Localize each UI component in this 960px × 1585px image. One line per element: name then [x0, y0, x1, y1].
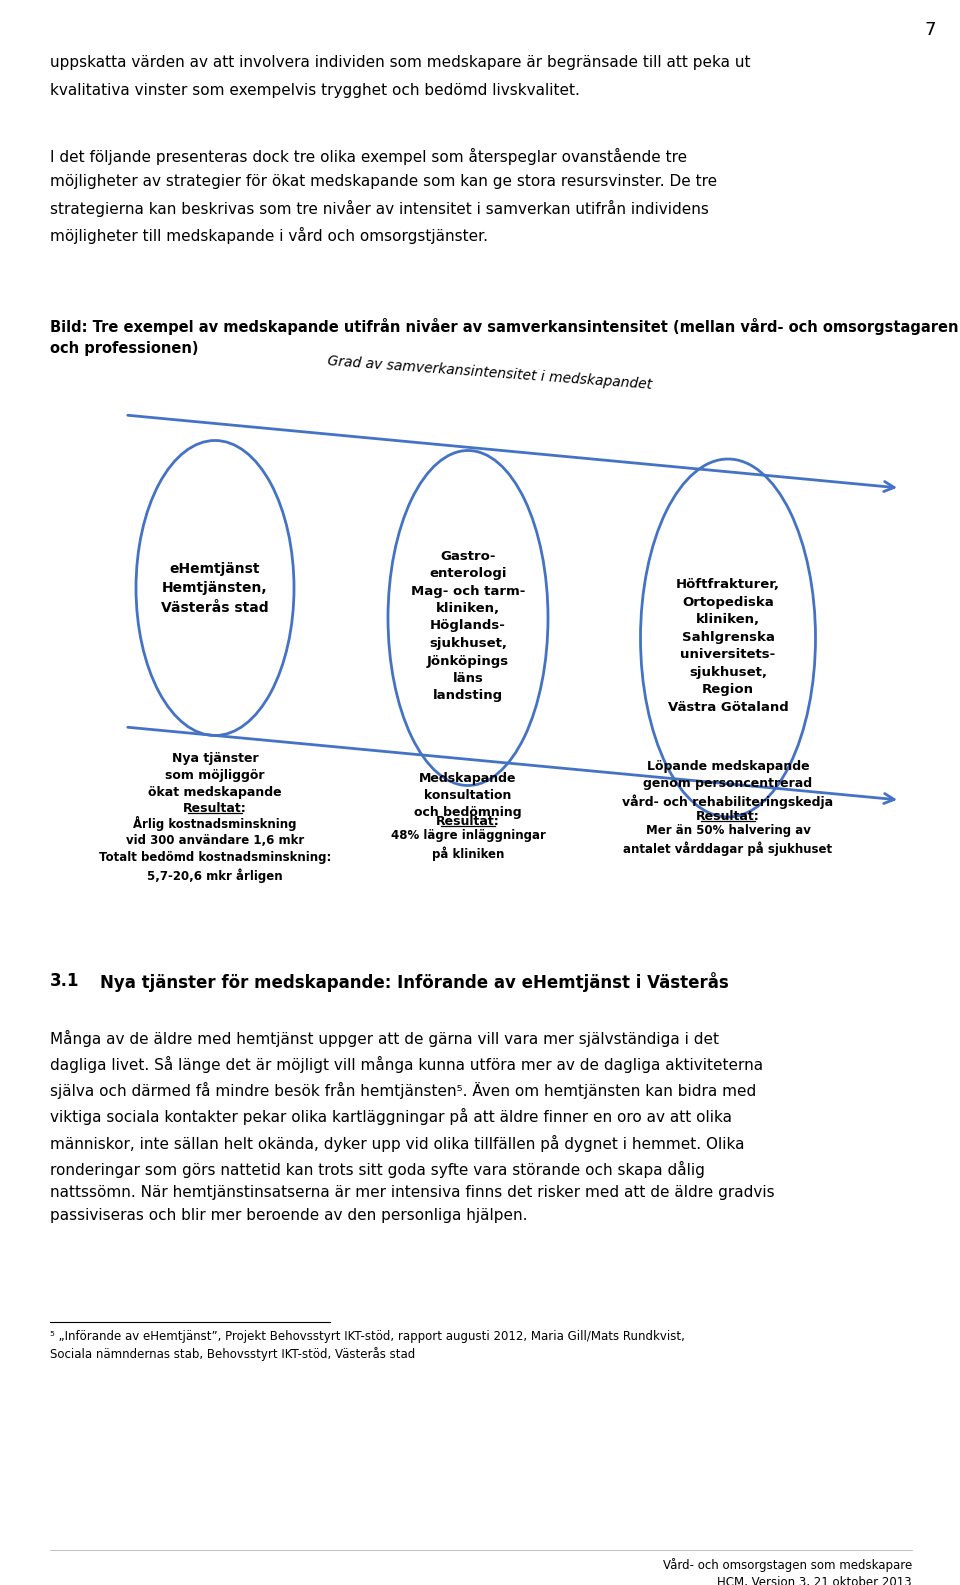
Text: uppskatta värden av att involvera individen som medskapare är begränsade till at: uppskatta värden av att involvera indivi…: [50, 55, 751, 70]
Text: Nya tjänster
som möjliggör
ökat medskapande: Nya tjänster som möjliggör ökat medskapa…: [148, 751, 282, 799]
Text: eHemtjänst
Hemtjänsten,
Västerås stad: eHemtjänst Hemtjänsten, Västerås stad: [161, 561, 269, 615]
Text: 7: 7: [924, 21, 936, 40]
Text: Bild: Tre exempel av medskapande utifrån nivåer av samverkansintensitet (mellan : Bild: Tre exempel av medskapande utifrån…: [50, 319, 958, 357]
Text: Höftfrakturer,
Ortopediska
kliniken,
Sahlgrenska
universitets-
sjukhuset,
Region: Höftfrakturer, Ortopediska kliniken, Sah…: [667, 579, 788, 713]
Text: Vård- och omsorgstagen som medskapare
HCM, Version 3, 21 oktober 2013: Vård- och omsorgstagen som medskapare HC…: [662, 1558, 912, 1585]
Text: Många av de äldre med hemtjänst uppger att de gärna vill vara mer självständiga : Många av de äldre med hemtjänst uppger a…: [50, 1030, 775, 1224]
Text: kvalitativa vinster som exempelvis trygghet och bedömd livskvalitet.: kvalitativa vinster som exempelvis trygg…: [50, 82, 580, 98]
Text: Resultat:: Resultat:: [436, 815, 500, 827]
Text: 3.1: 3.1: [50, 972, 80, 991]
Text: Grad av samverkansintensitet i medskapandet: Grad av samverkansintensitet i medskapan…: [327, 353, 653, 391]
Text: Medskapande
konsultation
och bedömning: Medskapande konsultation och bedömning: [414, 772, 522, 819]
Text: Nya tjänster för medskapande: Införande av eHemtjänst i Västerås: Nya tjänster för medskapande: Införande …: [100, 972, 729, 992]
Text: I det följande presenteras dock tre olika exempel som återspeglar ovanstående tr: I det följande presenteras dock tre olik…: [50, 147, 717, 244]
Text: Mer än 50% halvering av
antalet vårddagar på sjukhuset: Mer än 50% halvering av antalet vårddaga…: [623, 824, 832, 856]
Text: Resultat:: Resultat:: [696, 810, 760, 823]
Text: 48% lägre inläggningar
på kliniken: 48% lägre inläggningar på kliniken: [391, 829, 545, 861]
Text: Löpande medskapande
genom personcentrerad
vård- och rehabiliteringskedja: Löpande medskapande genom personcentrera…: [622, 759, 833, 810]
Text: Årlig kostnadsminskning
vid 300 användare 1,6 mkr
Totalt bedömd kostnadsminsknin: Årlig kostnadsminskning vid 300 användar…: [99, 816, 331, 883]
Text: Resultat:: Resultat:: [183, 802, 247, 815]
Text: Gastro-
enterologi
Mag- och tarm-
kliniken,
Höglands-
sjukhuset,
Jönköpings
läns: Gastro- enterologi Mag- och tarm- klinik…: [411, 550, 525, 702]
Text: ⁵ „Införande av eHemtjänst”, Projekt Behovsstyrt IKT-stöd, rapport augusti 2012,: ⁵ „Införande av eHemtjänst”, Projekt Beh…: [50, 1330, 684, 1362]
